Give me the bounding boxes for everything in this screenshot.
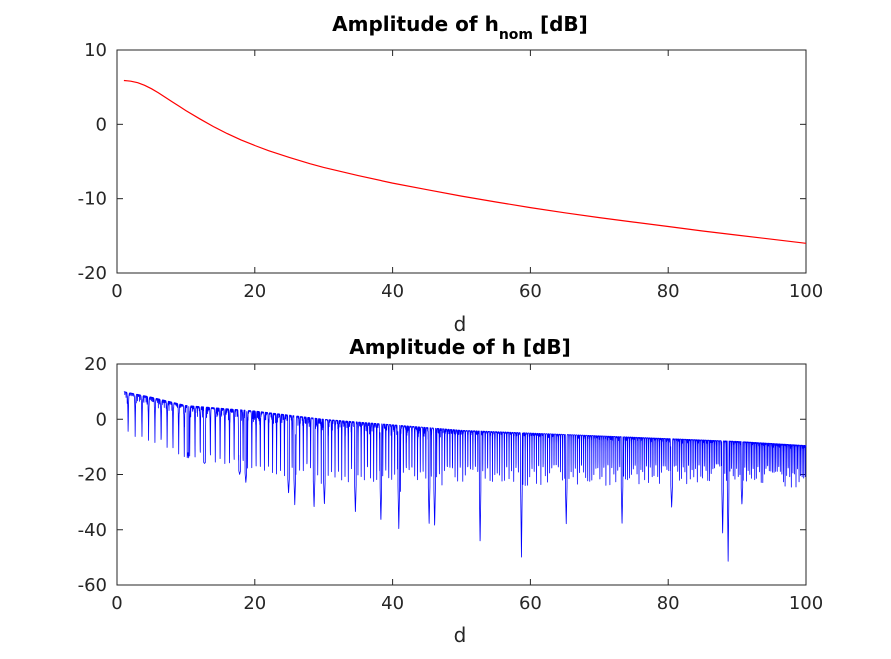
plot1-xtick-label: 80 [657, 281, 680, 302]
plot1-ytick-label: 0 [96, 114, 107, 135]
plot1-ytick-label: -20 [78, 263, 107, 284]
plot2-axes: 0 20 40 60 80 100 -60 -40 -20 0 20 [78, 354, 824, 614]
plot1-title: Amplitude of hnom [dB] [332, 12, 588, 43]
plot2-xtick-label: 20 [243, 593, 266, 614]
plot2-ytick-label: -20 [78, 465, 107, 486]
plot2-xlabel: d [454, 623, 467, 647]
plot1-xtick-label: 20 [243, 281, 266, 302]
plot2-xtick-label: 100 [789, 593, 823, 614]
plot2-xtick-label: 80 [657, 593, 680, 614]
plot2-title: Amplitude of h [dB] [349, 335, 570, 359]
plot1-frame [116, 49, 807, 274]
plot1-ytick-label: -10 [78, 189, 107, 210]
plot1-xtick-label: 40 [381, 281, 404, 302]
plot2-xtick-label: 60 [519, 593, 542, 614]
plot2-series-line [123, 391, 807, 562]
plot2-ytick-label: -60 [78, 575, 107, 596]
plot1-series-line [123, 79, 807, 244]
plot2-xtick-label: 0 [111, 593, 122, 614]
plot1-xtick-label: 60 [519, 281, 542, 302]
plot1-axes: 0 20 40 60 80 100 -20 -10 0 10 [78, 40, 824, 302]
plot2-ytick-label: -40 [78, 520, 107, 541]
plot2-ytick-label: 20 [84, 354, 107, 375]
plot1-xtick-label: 100 [789, 281, 823, 302]
plot2-xtick-label: 40 [381, 593, 404, 614]
plot1-xlabel: d [454, 312, 467, 336]
plot1-ytick-label: 10 [84, 40, 107, 61]
plot2-ytick-label: 0 [96, 409, 107, 430]
plot1-xtick-label: 0 [111, 281, 122, 302]
